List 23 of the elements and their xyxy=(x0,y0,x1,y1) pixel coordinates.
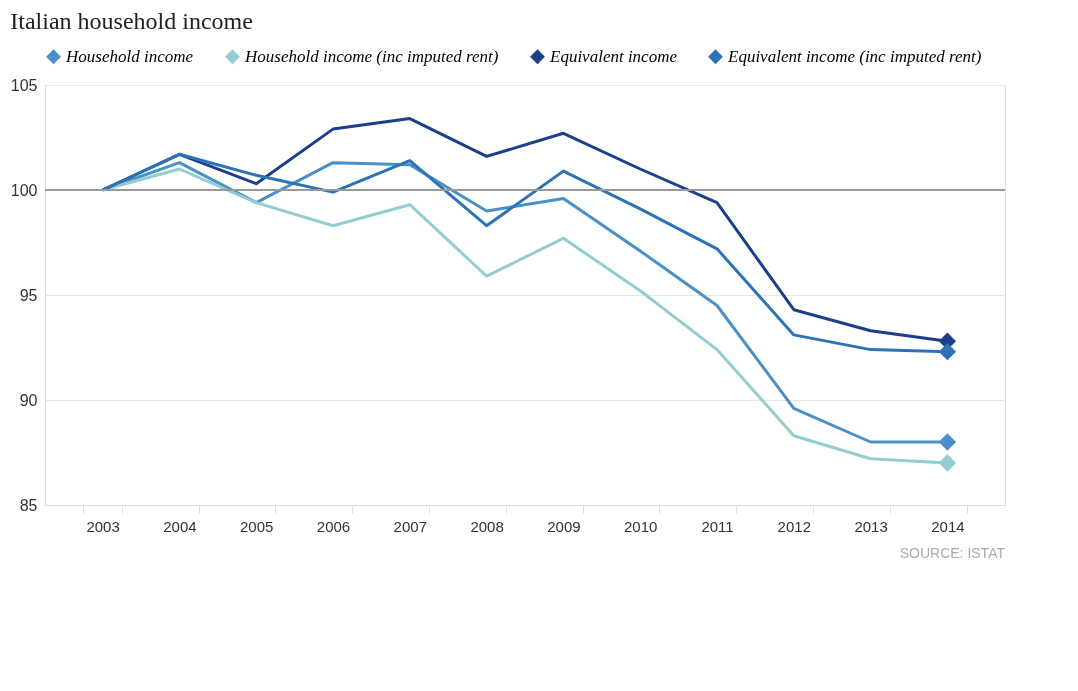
legend-label: Household income xyxy=(65,46,194,66)
source-note: SOURCE: ISTAT xyxy=(899,545,1006,561)
x-tick-label: 2013 xyxy=(854,517,888,535)
y-tick-label: 95 xyxy=(19,286,38,304)
x-tick-label: 2011 xyxy=(701,517,734,535)
x-tick-label: 2004 xyxy=(163,517,197,535)
x-tick-label: 2012 xyxy=(777,517,811,535)
x-tick-label: 2014 xyxy=(931,517,965,535)
y-tick-label: 85 xyxy=(19,496,38,514)
chart-title: Italian household income xyxy=(10,8,253,34)
x-tick-label: 2007 xyxy=(393,517,427,535)
x-tick-label: 2003 xyxy=(86,517,120,535)
x-tick-label: 2010 xyxy=(624,517,658,535)
legend-label: Equivalent income xyxy=(549,46,678,66)
x-tick-label: 2006 xyxy=(316,517,351,535)
legend-label: Household income (inc imputed rent) xyxy=(244,46,499,66)
y-tick-label: 105 xyxy=(10,76,38,94)
legend-label: Equivalent income (inc imputed rent) xyxy=(727,46,982,66)
x-tick-label: 2005 xyxy=(240,517,274,535)
x-tick-label: 2009 xyxy=(547,517,581,535)
y-tick-label: 90 xyxy=(19,391,38,409)
y-tick-label: 100 xyxy=(10,181,38,199)
x-tick-label: 2008 xyxy=(470,517,504,535)
